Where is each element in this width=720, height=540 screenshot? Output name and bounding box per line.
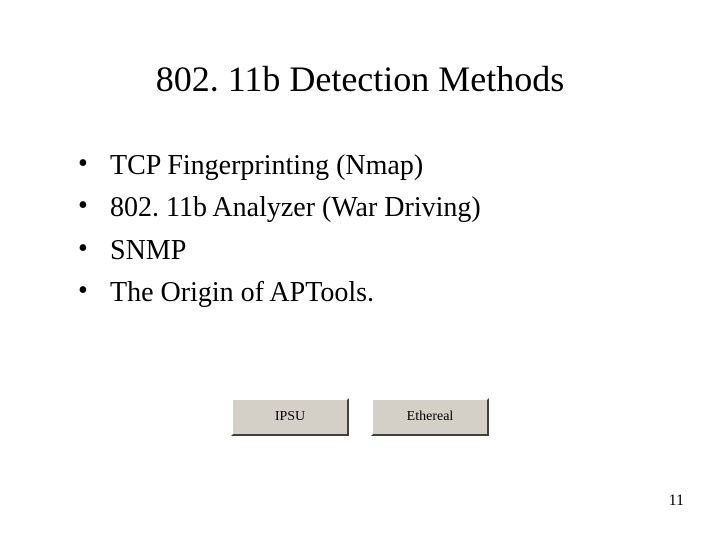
page-number: 11 [669,492,684,510]
list-item: • The Origin of APTools. [78,275,720,311]
bullet-list: • TCP Fingerprinting (Nmap) • 802. 11b A… [78,148,720,312]
bullet-icon: • [78,233,110,265]
bullet-icon: • [78,148,110,180]
bullet-icon: • [78,190,110,222]
bullet-text: TCP Fingerprinting (Nmap) [110,148,423,184]
bullet-text: The Origin of APTools. [110,275,374,311]
bullet-icon: • [78,275,110,307]
list-item: • 802. 11b Analyzer (War Driving) [78,190,720,226]
ethereal-button[interactable]: Ethereal [371,398,489,436]
slide-title: 802. 11b Detection Methods [0,0,720,100]
ipsu-button[interactable]: IPSU [231,398,349,436]
list-item: • SNMP [78,233,720,269]
list-item: • TCP Fingerprinting (Nmap) [78,148,720,184]
bullet-text: SNMP [110,233,186,269]
bullet-text: 802. 11b Analyzer (War Driving) [110,190,481,226]
buttons-container: IPSU Ethereal [0,398,720,436]
